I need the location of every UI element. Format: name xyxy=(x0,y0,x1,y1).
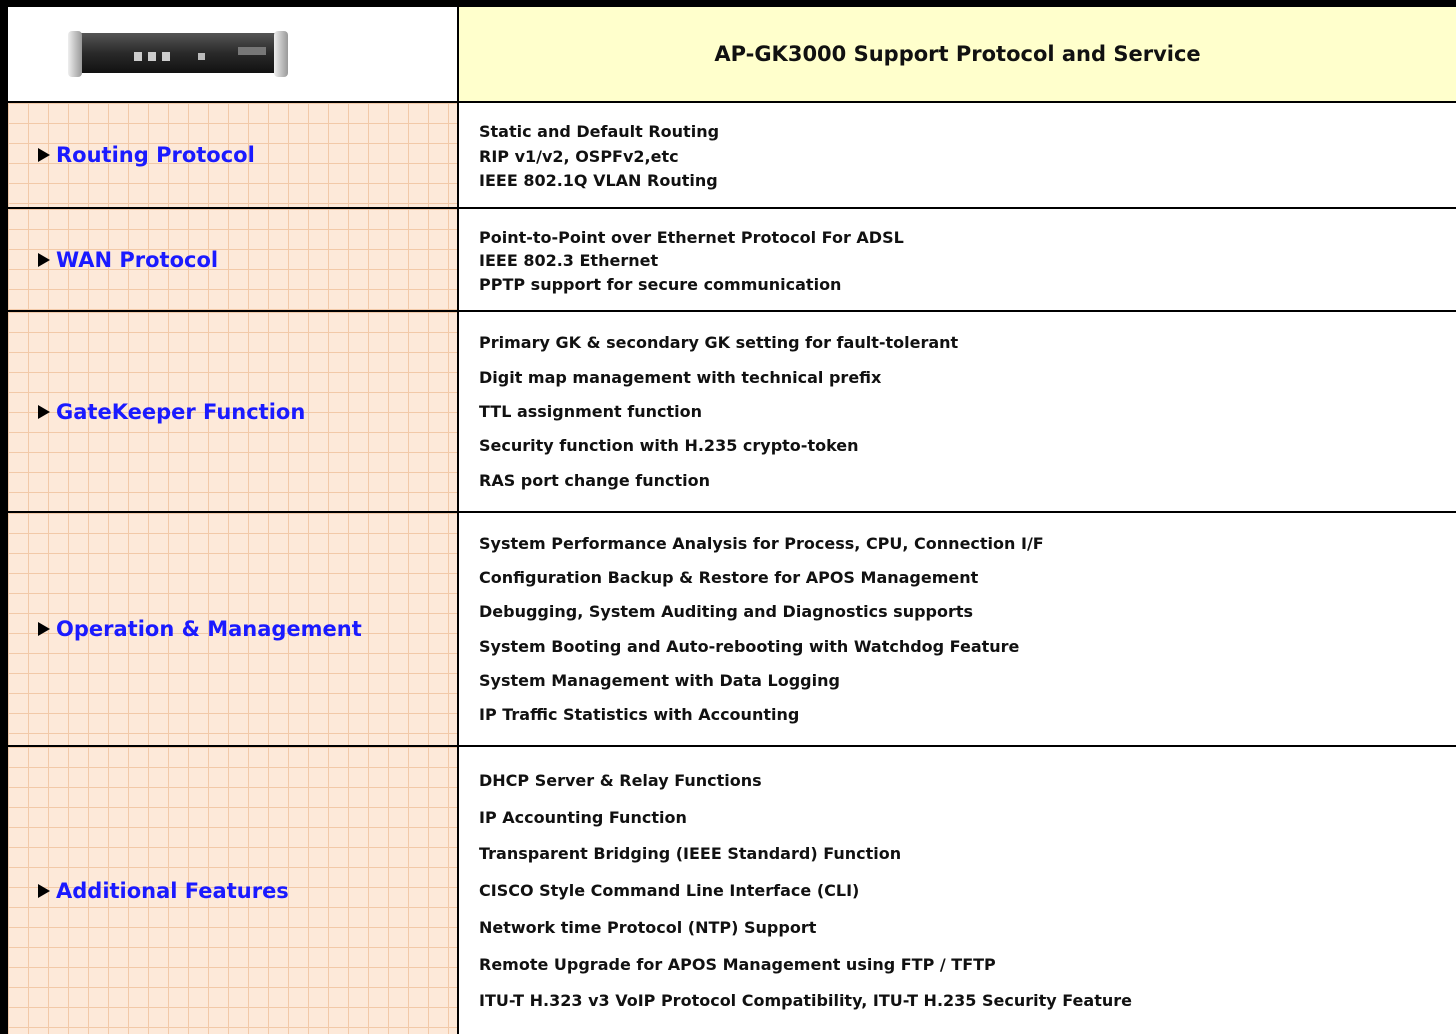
feature-item: System Booting and Auto-rebooting with W… xyxy=(479,636,1020,656)
feature-item: Static and Default Routing xyxy=(479,122,720,142)
bullet-triangle xyxy=(38,883,50,898)
feature-item: Security function with H.235 crypto-toke… xyxy=(479,436,859,456)
device-image xyxy=(68,31,288,77)
section-label: GateKeeper Function xyxy=(56,399,306,424)
header-cell: AP-GK3000 Support Protocol and Service xyxy=(459,7,1456,101)
feature-item: Point-to-Point over Ethernet Protocol Fo… xyxy=(479,227,904,247)
feature-item: Configuration Backup & Restore for APOS … xyxy=(479,568,979,588)
feature-item: IP Accounting Function xyxy=(479,807,687,827)
feature-item: Digit map management with technical pref… xyxy=(479,367,882,387)
feature-item: DHCP Server & Relay Functions xyxy=(479,770,762,790)
section-label-cell: WAN Protocol xyxy=(8,209,459,310)
feature-item: Network time Protocol (NTP) Support xyxy=(479,917,817,937)
section-label: Routing Protocol xyxy=(56,143,255,167)
feature-item: IEEE 802.3 Ethernet xyxy=(479,251,659,270)
section-label-cell: GateKeeper Function xyxy=(8,312,459,511)
section-label-cell: Additional Features xyxy=(8,747,459,1034)
feature-item: TTL assignment function xyxy=(479,401,703,421)
feature-item: RIP v1/v2, OSPFv2,etc xyxy=(479,146,679,166)
bullet-triangle xyxy=(38,252,50,267)
feature-item: Primary GK & secondary GK setting for fa… xyxy=(479,333,959,353)
section-label: WAN Protocol xyxy=(56,247,219,272)
feature-item: System Management with Data Logging xyxy=(479,670,840,690)
section-items: DHCP Server & Relay Functions IP Accounti… xyxy=(459,747,1456,1034)
section-label: Operation & Management xyxy=(56,617,362,641)
section-items: System Performance Analysis for Process,… xyxy=(459,513,1456,745)
header-row: AP-GK3000 Support Protocol and Service xyxy=(8,7,1456,103)
feature-item: IP Traffic Statistics with Accounting xyxy=(479,704,800,724)
section-row: Additional Features DHCP Server & Relay F… xyxy=(8,747,1456,1034)
header-title: AP-GK3000 Support Protocol and Service xyxy=(714,42,1201,66)
bullet-triangle xyxy=(38,148,50,162)
section-label: Additional Features xyxy=(56,878,289,903)
feature-item: CISCO Style Command Line Interface (CLI) xyxy=(479,881,860,900)
feature-item: Transparent Bridging (IEEE Standard) Fun… xyxy=(479,844,902,864)
section-label-cell: Operation & Management xyxy=(8,513,459,745)
feature-item: IEEE 802.1Q VLAN Routing xyxy=(479,170,718,190)
bullet-triangle xyxy=(38,404,50,419)
feature-item: Debugging, System Auditing and Diagnosti… xyxy=(479,602,974,622)
section-items: Point-to-Point over Ethernet Protocol Fo… xyxy=(459,209,1456,310)
feature-item: Remote Upgrade for APOS Management using… xyxy=(479,954,996,974)
section-row: Operation & Management System Performance… xyxy=(8,513,1456,747)
bullet-triangle xyxy=(38,622,50,636)
feature-item: PPTP support for secure communication xyxy=(479,274,842,294)
section-row: Routing Protocol Static and Default Routi… xyxy=(8,103,1456,209)
section-row: GateKeeper Function Primary GK & secondar… xyxy=(8,312,1456,513)
section-row: WAN Protocol Point-to-Point over Ethernet… xyxy=(8,209,1456,312)
feature-item: RAS port change function xyxy=(479,470,711,490)
section-items: Static and Default Routing RIP v1/v2, OSP… xyxy=(459,103,1456,207)
feature-item: System Performance Analysis for Process,… xyxy=(479,534,1044,554)
section-label-cell: Routing Protocol xyxy=(8,103,459,207)
device-cell xyxy=(8,7,459,101)
section-items: Primary GK & secondary GK setting for fa… xyxy=(459,312,1456,511)
feature-item: ITU-T H.323 v3 VoIP Protocol Compatibili… xyxy=(479,991,1132,1011)
